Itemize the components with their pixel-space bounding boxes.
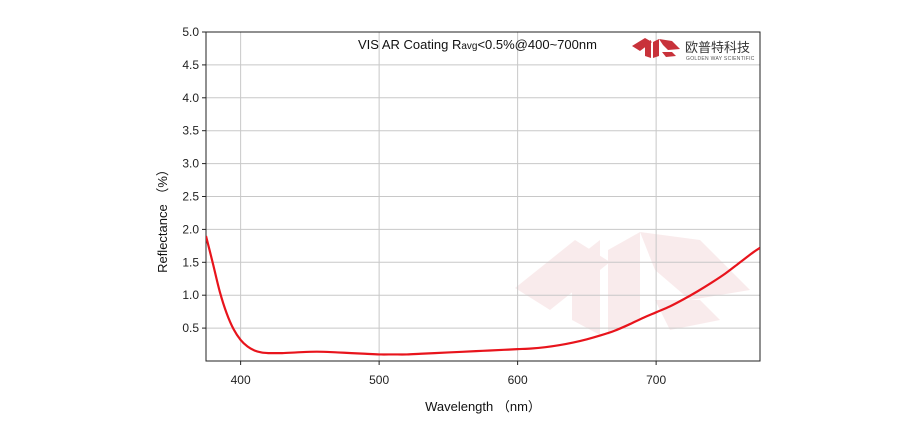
x-tick-label: 400 (231, 373, 251, 387)
y-tick-label: 4.0 (182, 91, 199, 105)
y-tick-label: 3.5 (182, 124, 199, 138)
logo-mark-bottom (662, 52, 676, 57)
x-tick-label: 600 (508, 373, 528, 387)
x-axis-label: Wavelength （nm） (425, 399, 541, 414)
y-tick-label: 3.0 (182, 157, 199, 171)
logo-mark-left (632, 38, 652, 51)
y-tick-label: 2.5 (182, 190, 199, 204)
logo-mark-mid2 (653, 39, 659, 58)
y-axis-ticks: 0.5 1.0 1.5 2.0 2.5 3.0 3.5 4.0 4.5 5.0 (182, 25, 206, 335)
x-tick-label: 700 (646, 373, 666, 387)
series-layer (206, 235, 760, 356)
x-tick-label: 500 (369, 373, 389, 387)
y-tick-label: 5.0 (182, 25, 199, 39)
y-tick-label: 0.5 (182, 321, 199, 335)
y-tick-label: 2.0 (182, 222, 199, 236)
y-tick-label: 1.5 (182, 255, 199, 269)
y-tick-label: 1.0 (182, 288, 199, 302)
brand-name-en: GOLDEN WAY SCIENTIFIC (686, 56, 755, 62)
watermark-logo (515, 232, 750, 335)
y-tick-label: 4.5 (182, 58, 199, 72)
brand-name-cn: 欧普特科技 (685, 41, 750, 56)
y-axis-label: Reflectance （%） (155, 163, 170, 273)
logo-mark-mid1 (645, 40, 651, 58)
logo-mark-right (659, 39, 680, 50)
reflectance-series-line (206, 235, 760, 356)
x-axis-ticks: 400 500 600 700 (231, 361, 666, 387)
brand-logo: 欧普特科技 GOLDEN WAY SCIENTIFIC (632, 38, 755, 62)
chart-title: VIS AR Coating Ravg<0.5%@400~700nm (358, 37, 597, 52)
